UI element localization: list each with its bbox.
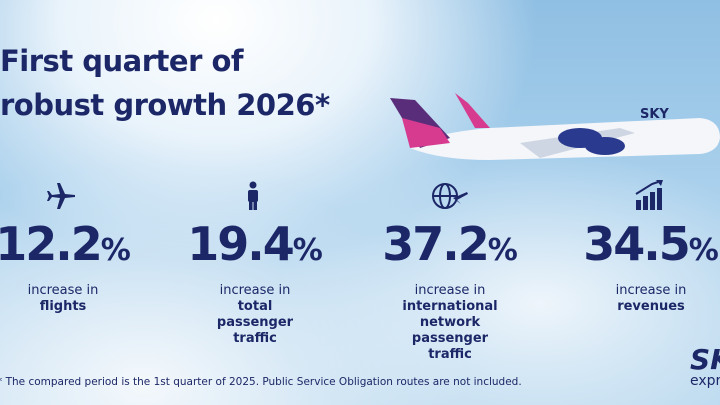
stat-subject: revenues — [617, 299, 685, 314]
logo-tagline: express — [690, 373, 720, 389]
footnote: * The compared period is the 1st quarter… — [0, 376, 522, 388]
logo: SKYexpress — [690, 343, 720, 389]
stat-number: 34.5% — [556, 218, 720, 277]
stat-value: 12.2 — [0, 217, 103, 271]
stat-number: 12.2% — [0, 218, 158, 277]
stat-subject: total passenger traffic — [216, 299, 294, 346]
stat: 12.2% increase in flights — [0, 180, 158, 315]
stat-icon — [47, 183, 75, 209]
stat-label: increase in — [27, 283, 99, 298]
plane-livery: SKY — [640, 107, 669, 122]
stat-subject: international network passenger traffic — [402, 299, 498, 362]
stat-label: increase in — [219, 283, 291, 298]
stat-value: 34.5 — [583, 217, 690, 271]
stat: 34.5% increase in revenues — [556, 180, 720, 315]
stat-subject: flights — [39, 299, 87, 314]
stat-icon — [432, 183, 468, 209]
stat: 37.2% increase in international network pa… — [355, 180, 545, 363]
stat-label: increase in — [615, 283, 687, 298]
stat-number: 37.2% — [355, 218, 545, 277]
stat-icon — [248, 181, 258, 210]
stat-label: increase in — [414, 283, 486, 298]
logo-name: SKY — [690, 343, 720, 376]
title-line: First quarter of — [0, 44, 244, 78]
stat-value: 19.4 — [187, 217, 294, 271]
stat-unit: % — [487, 233, 518, 268]
stat-icon — [635, 180, 663, 210]
title-line: robust growth 2026* — [0, 88, 330, 122]
airplane: SKY — [390, 93, 720, 160]
stat-number: 19.4% — [160, 218, 350, 277]
stat-value: 37.2 — [382, 217, 489, 271]
stat-unit: % — [292, 233, 323, 268]
stat: 19.4% increase in total passenger traffic — [160, 180, 350, 347]
stat-unit: % — [688, 233, 719, 268]
stat-unit: % — [100, 233, 131, 268]
